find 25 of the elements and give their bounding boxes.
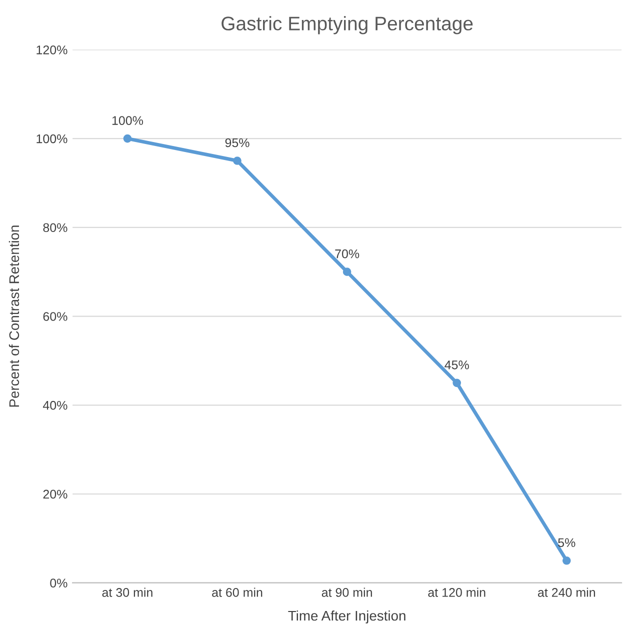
data-label: 95% <box>225 138 250 148</box>
y-tick-label: 100% <box>36 134 68 144</box>
x-tick-label: at 90 min <box>322 588 372 597</box>
x-tick-label: at 60 min <box>212 588 262 597</box>
y-tick-label: 120% <box>36 45 68 54</box>
point <box>342 268 352 276</box>
point <box>123 134 132 143</box>
point <box>562 556 571 565</box>
data-label: 100% <box>112 116 144 125</box>
data-label: 5% <box>558 538 576 548</box>
x-axis-title: Time After Injestion <box>288 610 406 624</box>
x-tick-label: at 30 min <box>102 588 152 597</box>
y-tick-label: 40% <box>42 400 68 410</box>
data-label: 70% <box>335 249 360 258</box>
y-axis-title: Percent of Contrast Retention <box>8 226 20 407</box>
x-tick-label: at 240 min <box>538 588 596 597</box>
y-tick-label: 20% <box>43 490 68 499</box>
y-tick-label: 0% <box>50 578 68 588</box>
chart-title: Gastric Emptying Percentage <box>222 16 473 34</box>
point <box>452 378 462 388</box>
point <box>233 156 242 165</box>
x-tick-label: at 120 min <box>428 588 486 597</box>
y-tick-label: 60% <box>43 312 68 321</box>
data-label: 45% <box>444 360 469 370</box>
y-tick-label: 80% <box>43 223 68 232</box>
